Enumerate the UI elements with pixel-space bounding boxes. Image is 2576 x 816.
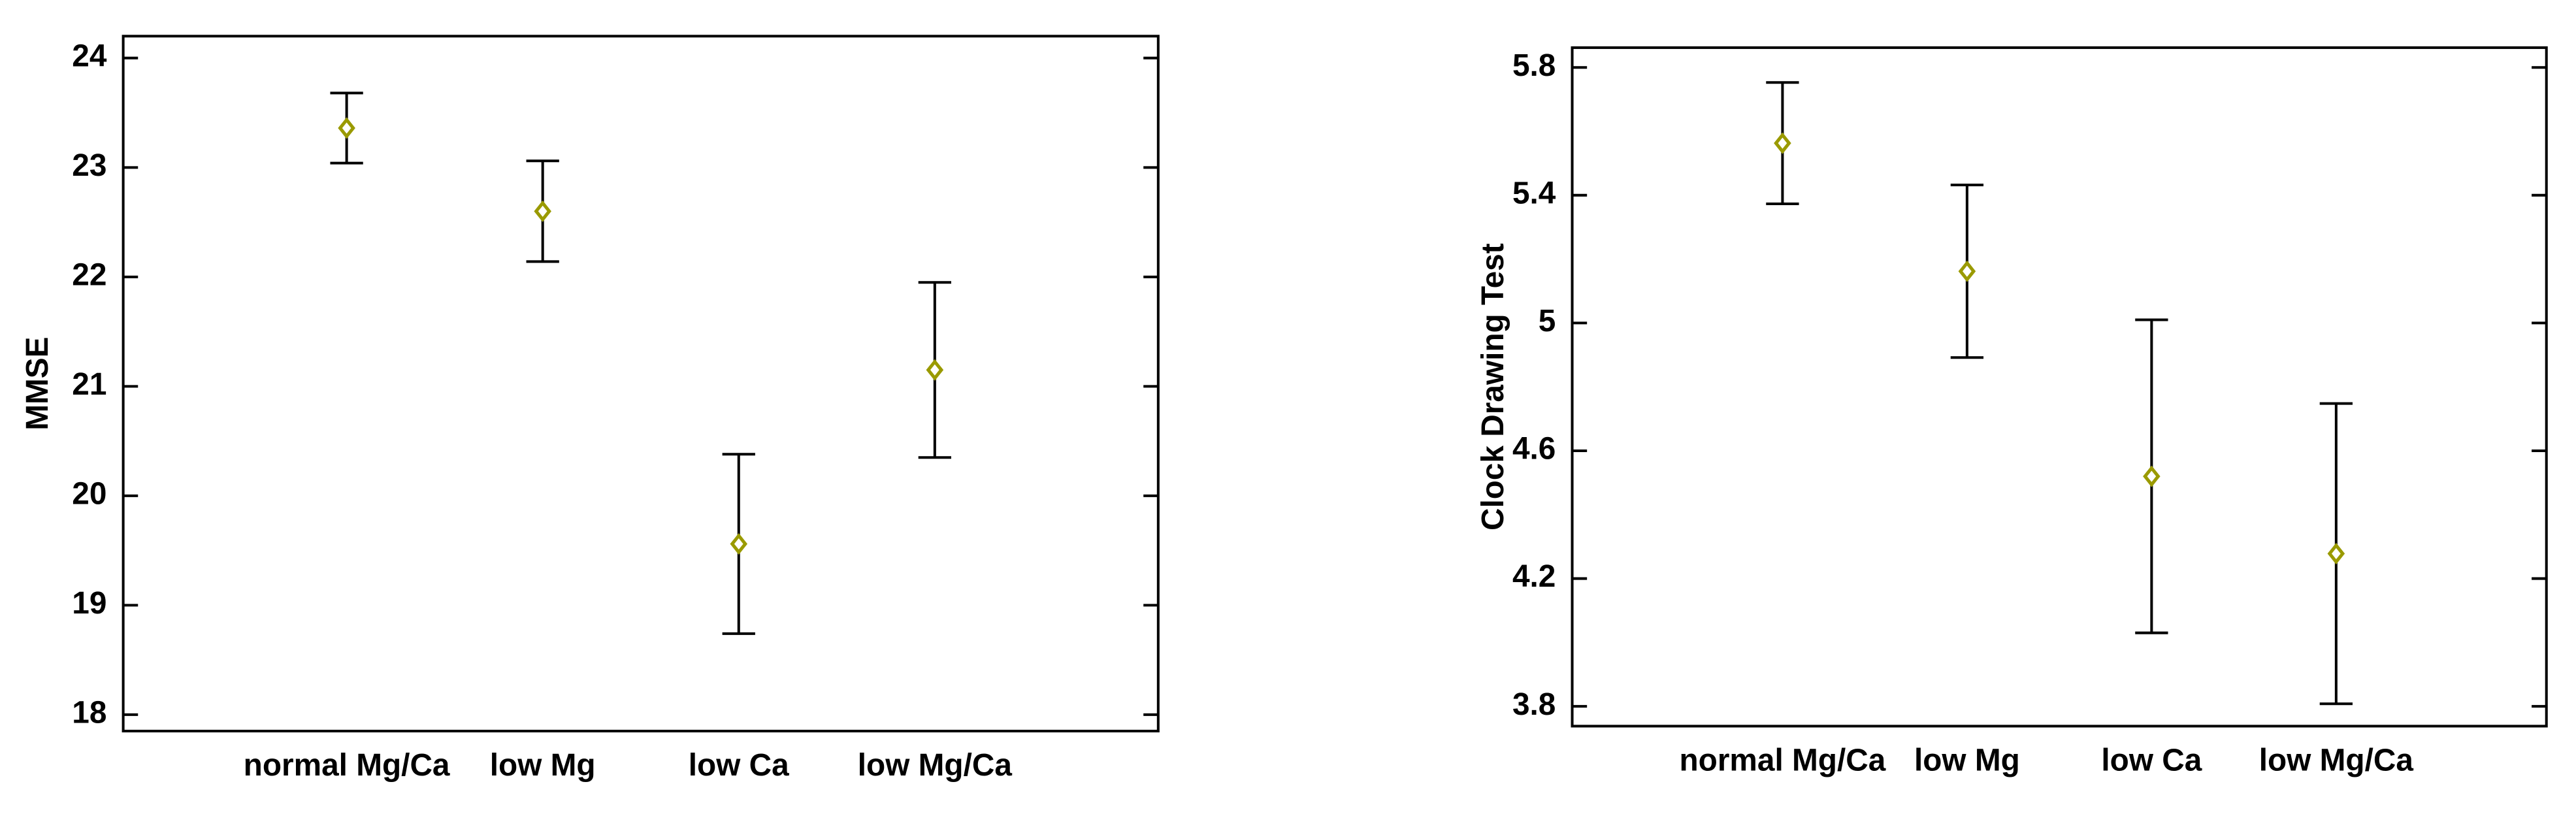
marker <box>1774 132 1791 154</box>
marker <box>926 359 944 381</box>
y-tick-label: 19 <box>72 586 106 621</box>
y-tick-label: 20 <box>72 476 106 511</box>
plot-frame <box>122 35 1160 733</box>
x-tick-label: low Ca <box>2101 743 2202 777</box>
x-tick-label: low Mg/Ca <box>2259 743 2414 777</box>
marker <box>1958 260 1976 282</box>
plot-frame <box>1571 46 2548 728</box>
marker <box>338 117 355 139</box>
y-tick-label: 22 <box>72 257 106 292</box>
y-axis-label: Clock Drawing Test <box>1476 243 1510 530</box>
y-tick-label: 5.4 <box>1512 176 1556 210</box>
marker <box>534 200 551 222</box>
x-tick-label: low Ca <box>689 748 789 783</box>
y-tick-label: 4.2 <box>1512 559 1556 594</box>
y-tick-label: 5 <box>1539 304 1556 338</box>
marker <box>730 532 748 555</box>
y-axis-label: MMSE <box>20 337 55 431</box>
marker <box>2327 542 2345 565</box>
marker <box>2143 465 2160 487</box>
x-tick-label: low Mg/Ca <box>858 748 1013 783</box>
y-tick-label: 4.6 <box>1512 432 1556 466</box>
x-tick-label: normal Mg/Ca <box>244 748 450 783</box>
x-tick-label: low Mg <box>490 748 596 783</box>
y-tick-label: 24 <box>72 39 107 73</box>
y-tick-label: 18 <box>72 695 106 730</box>
y-tick-label: 5.8 <box>1512 48 1556 83</box>
y-tick-label: 21 <box>72 367 106 402</box>
x-tick-label: low Mg <box>1914 743 2020 777</box>
y-tick-label: 23 <box>72 148 106 183</box>
x-tick-label: normal Mg/Ca <box>1679 743 1885 777</box>
y-tick-label: 3.8 <box>1512 687 1556 722</box>
